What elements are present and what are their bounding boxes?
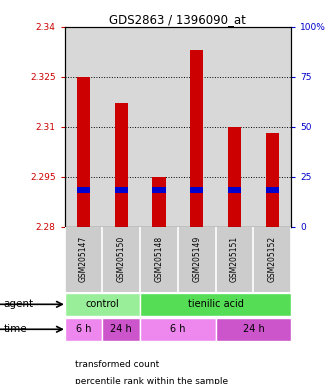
Text: 24 h: 24 h bbox=[243, 324, 264, 334]
Text: agent: agent bbox=[3, 299, 33, 310]
Bar bbox=[140, 293, 291, 316]
Bar bbox=[140, 318, 216, 341]
Bar bbox=[152, 177, 166, 227]
Bar bbox=[266, 133, 279, 227]
Bar bbox=[228, 187, 241, 193]
Bar bbox=[102, 318, 140, 341]
Bar bbox=[77, 187, 90, 193]
Bar bbox=[152, 187, 166, 193]
Bar bbox=[190, 187, 204, 193]
Bar bbox=[228, 127, 241, 227]
Text: control: control bbox=[85, 299, 119, 310]
Title: GDS2863 / 1396090_at: GDS2863 / 1396090_at bbox=[110, 13, 246, 26]
Text: time: time bbox=[3, 324, 27, 334]
Text: GSM205151: GSM205151 bbox=[230, 236, 239, 282]
Text: GSM205148: GSM205148 bbox=[155, 236, 164, 282]
Text: 24 h: 24 h bbox=[110, 324, 132, 334]
Bar bbox=[65, 318, 102, 341]
Bar bbox=[216, 318, 291, 341]
Text: tienilic acid: tienilic acid bbox=[188, 299, 244, 310]
Text: 6 h: 6 h bbox=[76, 324, 91, 334]
Text: 6 h: 6 h bbox=[170, 324, 186, 334]
Bar bbox=[190, 50, 204, 227]
Text: GSM205149: GSM205149 bbox=[192, 236, 201, 282]
Text: transformed count: transformed count bbox=[75, 360, 160, 369]
Bar bbox=[77, 77, 90, 227]
Text: GSM205147: GSM205147 bbox=[79, 236, 88, 282]
Bar bbox=[115, 103, 128, 227]
Text: GSM205150: GSM205150 bbox=[117, 236, 126, 282]
Bar bbox=[65, 293, 140, 316]
Text: percentile rank within the sample: percentile rank within the sample bbox=[75, 377, 228, 384]
Text: GSM205152: GSM205152 bbox=[268, 236, 277, 282]
Bar bbox=[115, 187, 128, 193]
Bar bbox=[266, 187, 279, 193]
